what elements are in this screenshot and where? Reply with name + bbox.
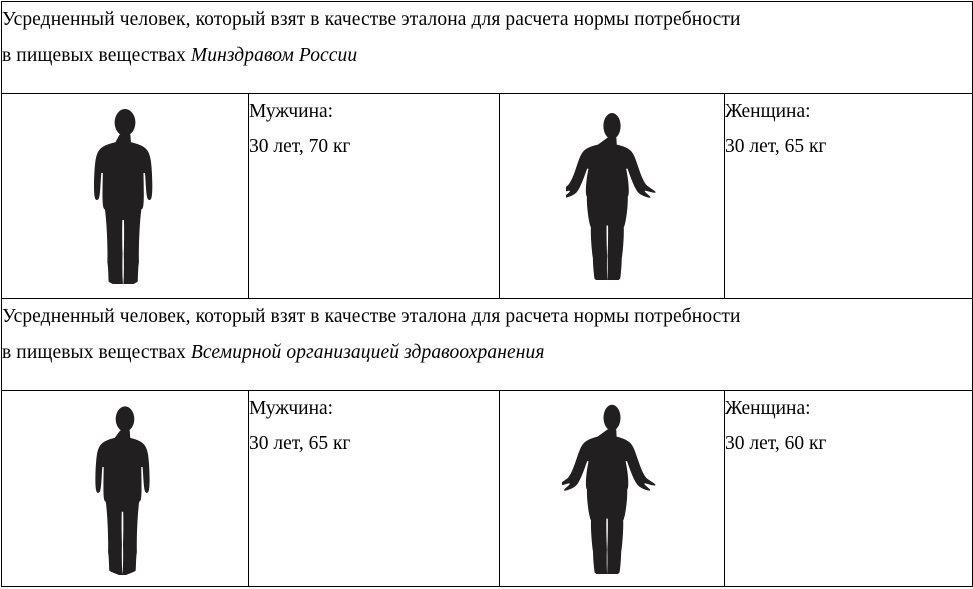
table-figure-row-who: Мужчина: 30 лет, 65 кг Женщина: 30 лет, …: [1, 390, 973, 587]
caption-line-1: Усредненный человек, который взят в каче…: [2, 306, 741, 327]
male-label-cell-ru-ministry: Мужчина: 30 лет, 70 кг: [248, 93, 500, 299]
male-figure-cell-who: [1, 390, 249, 587]
female-silhouette-icon: [562, 404, 656, 574]
male-figure-wrapper: [2, 391, 248, 586]
caption-line-2: в пищевых веществах Минздравом России: [2, 38, 972, 74]
caption-line-1: Усредненный человек, который взят в каче…: [2, 9, 741, 30]
caption-line-2-italic: Всемирной организацией здравоохранения: [190, 342, 545, 363]
female-label-cell-who: Женщина: 30 лет, 60 кг: [723, 390, 973, 587]
female-figure-wrapper: [500, 94, 724, 298]
caption-line-2-plain: в пищевых веществах: [2, 45, 191, 66]
male-label-cell-who: Мужчина: 30 лет, 65 кг: [248, 390, 500, 587]
table-caption-row-who: Усредненный человек, который взят в каче…: [0, 298, 973, 391]
female-label-title: Женщина:: [725, 101, 811, 122]
male-silhouette-icon: [93, 109, 153, 284]
male-label-details: 30 лет, 65 кг: [249, 433, 351, 454]
female-figure-wrapper: [500, 391, 724, 586]
female-silhouette-icon: [566, 113, 656, 280]
table-caption-row-ru-ministry: Усредненный человек, который взят в каче…: [0, 1, 973, 94]
female-label-details: 30 лет, 65 кг: [725, 136, 827, 157]
caption-line-2-plain: в пищевых веществах: [2, 342, 191, 363]
caption-cell-who: Усредненный человек, который взят в каче…: [0, 298, 973, 391]
male-silhouette-icon: [95, 405, 150, 575]
caption-line-2-italic: Минздравом России: [190, 45, 358, 66]
male-label-details: 30 лет, 70 кг: [249, 136, 351, 157]
female-label-details: 30 лет, 60 кг: [725, 433, 827, 454]
male-label-title: Мужчина:: [249, 101, 334, 122]
male-label-title: Мужчина:: [249, 398, 334, 419]
male-figure-wrapper: [2, 94, 248, 298]
female-label-cell-ru-ministry: Женщина: 30 лет, 65 кг: [723, 93, 973, 299]
male-figure-cell-ru-ministry: [1, 93, 249, 299]
female-figure-cell-ru-ministry: [499, 93, 725, 299]
caption-cell-ru-ministry: Усредненный человек, который взят в каче…: [0, 1, 973, 94]
caption-line-2: в пищевых веществах Всемирной организаци…: [2, 335, 972, 371]
table-figure-row-ru-ministry: Мужчина: 30 лет, 70 кг Женщина: 30 лет, …: [1, 93, 973, 299]
female-label-title: Женщина:: [725, 398, 811, 419]
female-figure-cell-who: [499, 390, 725, 587]
